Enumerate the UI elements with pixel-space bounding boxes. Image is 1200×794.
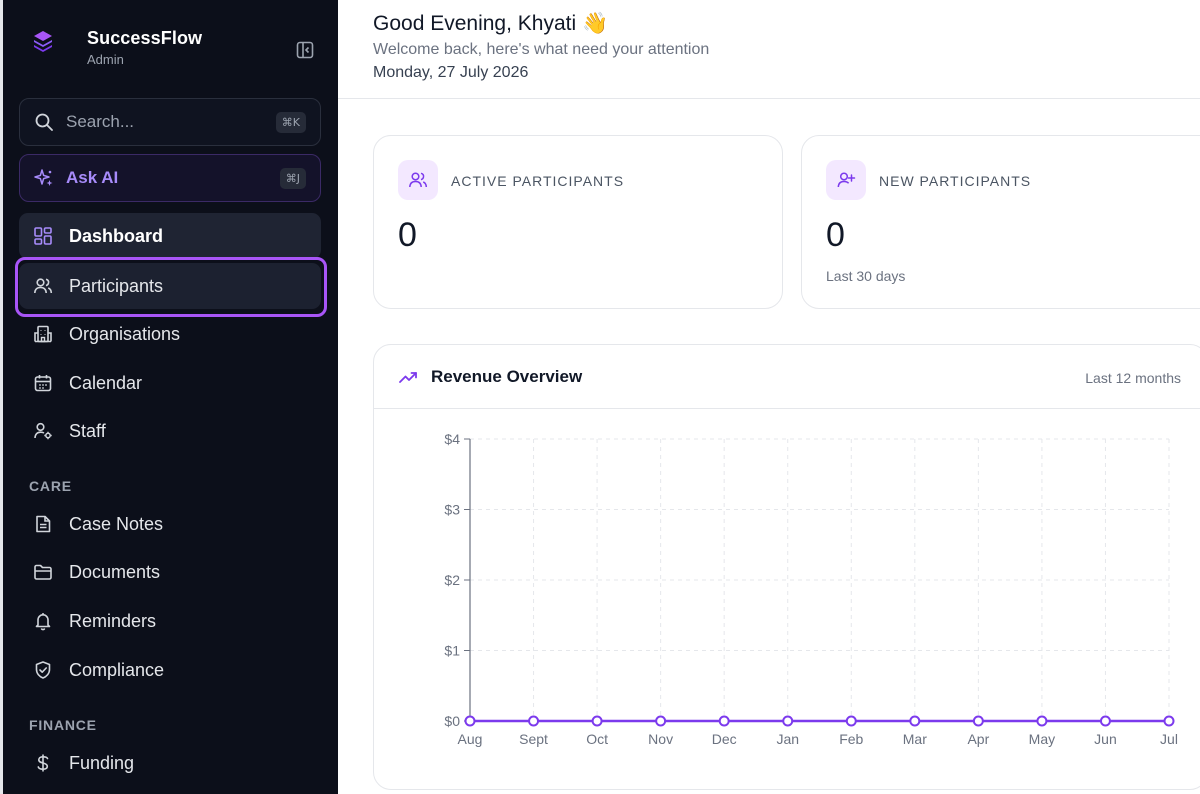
sidebar-item-documents[interactable]: Documents [19,549,321,595]
sidebar-item-label: Compliance [69,659,165,680]
ask-ai-button[interactable]: Ask AI ⌘J [19,154,321,202]
y-tick-label: $3 [444,502,460,518]
x-tick-label: Sept [519,731,548,747]
sidebar-item-label: Funding [69,752,135,773]
sidebar-item-calendar[interactable]: Calendar [19,360,321,406]
data-point [591,715,603,727]
data-point [1099,715,1111,727]
x-tick-label: Aug [458,731,483,747]
data-point [464,715,476,727]
greeting-title: Good Evening, Khyati 👋 [373,12,609,35]
ask-ai-label: Ask AI [66,168,119,187]
sidebar-item-funding[interactable]: Funding [19,740,321,786]
x-tick-label: Nov [648,731,673,747]
sidebar: SuccessFlow Admin Search... ⌘K Ask AI ⌘J… [0,0,338,794]
data-point [845,715,857,727]
data-point [1163,715,1175,727]
chart-title: Revenue Overview [431,367,583,386]
stat-value: 0 [398,216,417,254]
users-icon [33,276,53,296]
x-tick-label: Jan [776,731,799,747]
staff-icon [33,421,53,441]
x-tick-label: Jul [1160,731,1178,747]
stat-title: ACTIVE PARTICIPANTS [451,173,625,189]
logo-icon [31,28,59,56]
building-icon [33,324,53,344]
sidebar-item-participants[interactable]: Participants [19,263,321,309]
data-point [782,715,794,727]
section-label-finance: FINANCE [29,717,97,733]
x-tick-label: Mar [903,731,927,747]
sidebar-item-dashboard[interactable]: Dashboard [19,213,321,259]
file-text-icon [33,514,53,534]
stat-card-new-participants[interactable]: NEW PARTICIPANTS 0 Last 30 days [801,135,1200,309]
stat-card-active-participants[interactable]: ACTIVE PARTICIPANTS 0 [373,135,783,309]
data-point [718,715,730,727]
search-shortcut: ⌘K [275,111,306,133]
users-icon [398,160,438,200]
dashboard-icon [33,226,53,246]
sidebar-item-organisations[interactable]: Organisations [19,311,321,357]
sidebar-item-compliance[interactable]: Compliance [19,647,321,693]
x-tick-label: Dec [712,731,737,747]
page-header: Good Evening, Khyati 👋 Welcome back, her… [338,0,1200,99]
section-label-care: CARE [29,478,72,494]
x-tick-label: Feb [839,731,863,747]
sparkles-icon [34,168,54,188]
y-tick-label: $2 [444,572,460,588]
sidebar-item-label: Documents [69,561,161,582]
folder-icon [33,562,53,582]
shield-icon [33,660,53,680]
data-point [528,715,540,727]
trending-up-icon [398,368,418,388]
sidebar-item-label: Dashboard [69,225,164,246]
x-tick-label: Apr [967,731,989,747]
y-tick-label: $1 [444,643,460,659]
ask-ai-shortcut: ⌘J [279,167,306,189]
data-point [1036,715,1048,727]
welcome-subtitle: Welcome back, here's what need your atte… [373,41,710,58]
brand-role: Admin [87,52,124,67]
stat-subtitle: Last 30 days [826,268,906,284]
sidebar-item-label: Staff [69,420,106,441]
search-placeholder: Search... [66,112,135,131]
sidebar-item-label: Participants [69,275,164,296]
stat-title: NEW PARTICIPANTS [879,173,1032,189]
search-input[interactable]: Search... ⌘K [19,98,321,146]
sidebar-item-case-notes[interactable]: Case Notes [19,501,321,547]
user-plus-icon [826,160,866,200]
x-tick-label: Oct [586,731,608,747]
brand-name: SuccessFlow [87,28,203,48]
sidebar-collapse-icon[interactable] [295,40,315,60]
main-content: Good Evening, Khyati 👋 Welcome back, her… [338,0,1200,794]
bell-icon [33,611,53,631]
revenue-line-chart: $0 $1 $2 $3 $4 Aug Sept Oct Nov Dec Jan Feb Mar Apr Ma… [444,431,1178,747]
y-tick-label: $4 [444,431,460,447]
stat-value: 0 [826,216,845,254]
y-tick-label: $0 [444,713,460,729]
sidebar-item-label: Reminders [69,610,157,631]
data-point [972,715,984,727]
sidebar-item-label: Calendar [69,372,143,393]
data-point [909,715,921,727]
sidebar-item-staff[interactable]: Staff [19,408,321,454]
calendar-icon [33,373,53,393]
chart-header: Revenue Overview Last 12 months [374,345,1200,409]
data-point [655,715,667,727]
sidebar-item-label: Case Notes [69,513,164,534]
brand[interactable]: SuccessFlow Admin [31,28,202,67]
sidebar-item-label: Organisations [69,323,181,344]
x-tick-label: May [1029,731,1055,747]
search-icon [34,112,54,132]
chart-range-label: Last 12 months [1085,370,1181,386]
revenue-chart-card: Revenue Overview Last 12 months $0 $1 $2 $3… [373,344,1200,790]
current-date: Monday, 27 July 2026 [373,64,529,81]
sidebar-item-reminders[interactable]: Reminders [19,598,321,644]
dollar-icon [33,753,53,773]
x-tick-label: Jun [1094,731,1117,747]
